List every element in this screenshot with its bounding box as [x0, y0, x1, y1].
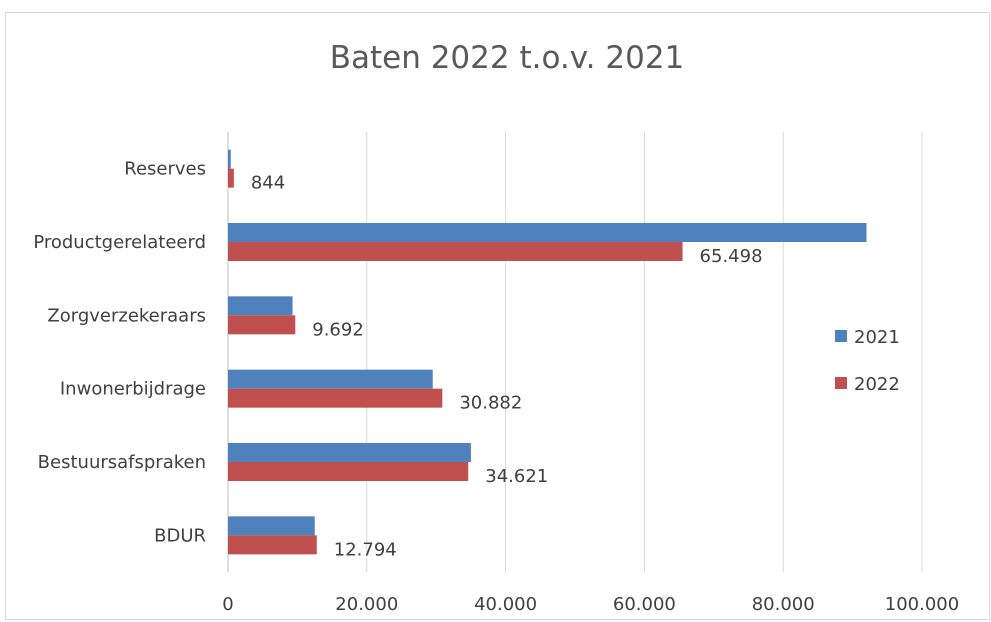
legend: 2021 2022 — [835, 327, 900, 395]
gridlines — [227, 132, 923, 572]
x-tick-labels: 0 20.000 40.000 60.000 80.000 100.000 — [222, 594, 959, 615]
legend-swatch — [835, 330, 847, 342]
bar-2021 — [228, 296, 293, 316]
legend-label: 2022 — [854, 374, 900, 395]
data-label: 34.621 — [485, 466, 548, 487]
bar-2022 — [228, 535, 317, 555]
legend-label: 2021 — [854, 327, 900, 348]
chart-frame — [5, 12, 990, 620]
bar-2021 — [228, 516, 315, 536]
bar-2022 — [228, 388, 443, 408]
data-labels: 844 65.498 9.692 30.882 34.621 12.794 — [251, 173, 763, 561]
data-label: 9.692 — [312, 319, 364, 340]
bar-2022 — [228, 315, 296, 335]
category-label: Zorgverzekeraars — [47, 305, 206, 326]
bars — [228, 149, 867, 555]
x-tick-label: 60.000 — [613, 594, 676, 615]
bar-2022 — [228, 168, 234, 188]
data-label: 30.882 — [459, 393, 522, 414]
x-tick-label: 0 — [222, 594, 233, 615]
data-label: 65.498 — [700, 246, 763, 267]
bar-2021 — [228, 369, 433, 389]
x-tick-label: 80.000 — [752, 594, 815, 615]
category-label: Bestuursafspraken — [38, 452, 206, 473]
bar-2022 — [228, 462, 469, 481]
x-tick-label: 20.000 — [335, 594, 398, 615]
data-label: 844 — [251, 173, 285, 194]
legend-swatch — [835, 377, 847, 389]
category-label: Productgerelateerd — [33, 232, 206, 253]
x-tick-label: 100.000 — [885, 594, 959, 615]
category-label: BDUR — [154, 525, 206, 546]
category-labels: Reserves Productgerelateerd Zorgverzekeraa… — [33, 159, 206, 547]
data-label: 12.794 — [334, 539, 397, 560]
bar-2021 — [228, 149, 231, 169]
bar-2021 — [228, 443, 471, 462]
category-label: Reserves — [124, 159, 206, 180]
category-label: Inwonerbijdrage — [60, 379, 206, 400]
x-tick-label: 40.000 — [474, 594, 537, 615]
bar-2021 — [228, 223, 867, 242]
chart-title: Baten 2022 t.o.v. 2021 — [330, 40, 685, 76]
bar-2022 — [228, 242, 683, 261]
